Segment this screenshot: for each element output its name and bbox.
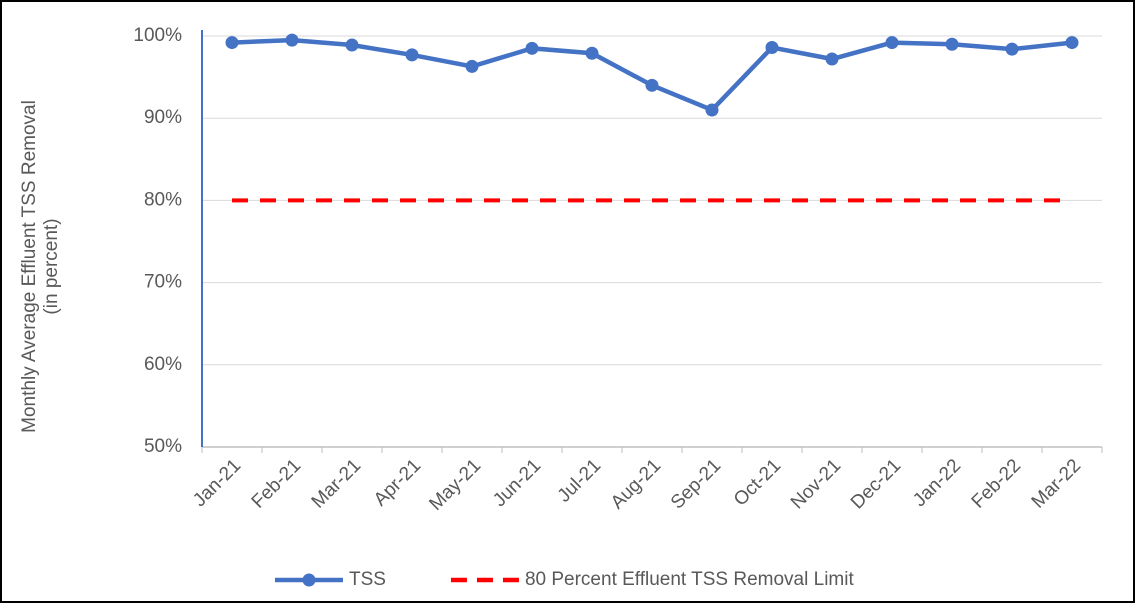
y-tick-label: 100% (133, 25, 182, 46)
point (765, 41, 779, 55)
point (705, 103, 719, 117)
y-tick-label: 60% (144, 354, 182, 375)
point (1065, 36, 1079, 50)
y-tick-label: 90% (144, 107, 182, 128)
y-axis-label: Monthly Average Effluent TSS Removal (19, 100, 40, 433)
point (1005, 42, 1019, 56)
point (645, 78, 659, 92)
legend-label: 80 Percent Effluent TSS Removal Limit (525, 569, 855, 590)
point (885, 36, 899, 50)
legend-label: TSS (349, 569, 386, 590)
point (345, 38, 359, 52)
point (585, 46, 599, 60)
y-tick-label: 80% (144, 189, 182, 210)
point (285, 33, 299, 47)
y-tick-label: 50% (144, 436, 182, 457)
point (825, 52, 839, 66)
legend-marker (302, 573, 316, 587)
y-axis-label: (in percent) (41, 218, 62, 314)
point (945, 37, 959, 51)
point (405, 48, 419, 62)
point (225, 36, 239, 50)
point (525, 41, 539, 55)
y-tick-label: 70% (144, 272, 182, 293)
point (465, 59, 479, 73)
